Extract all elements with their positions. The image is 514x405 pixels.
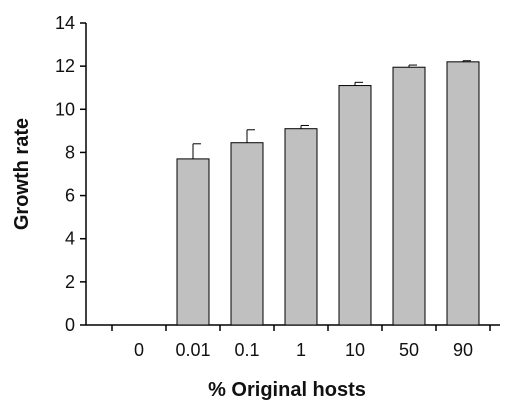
bar-10 (338, 85, 372, 326)
x-tick-label: 10 (345, 340, 365, 360)
y-tick-label: 14 (55, 13, 75, 33)
x-tick-label: 90 (453, 340, 473, 360)
x-tick-label: 0.01 (175, 340, 210, 360)
y-tick-label: 8 (65, 142, 75, 162)
x-tick-label: 1 (296, 340, 306, 360)
bars (176, 61, 480, 326)
bar-1 (284, 128, 318, 326)
x-tick-label: 50 (399, 340, 419, 360)
bar-0.1 (230, 142, 264, 326)
y-tick-label: 4 (65, 229, 75, 249)
x-ticks: 0 0.01 0.1 1 10 50 90 (111, 325, 491, 360)
error-bars (192, 60, 471, 159)
y-tick-label: 2 (65, 272, 75, 292)
y-tick-label: 10 (55, 99, 75, 119)
bar-50 (392, 66, 426, 326)
y-tick-label: 12 (55, 56, 75, 76)
y-axis-title: Growth rate (11, 118, 33, 230)
x-axis-title: % Original hosts (208, 379, 366, 401)
bar-90 (446, 61, 480, 326)
y-tick-label: 0 (65, 315, 75, 335)
x-tick-label: 0 (134, 340, 144, 360)
bar-0.01 (176, 158, 210, 326)
y-ticks: 0 2 4 6 8 10 12 14 (55, 13, 86, 335)
y-tick-label: 6 (65, 186, 75, 206)
x-tick-label: 0.1 (234, 340, 259, 360)
